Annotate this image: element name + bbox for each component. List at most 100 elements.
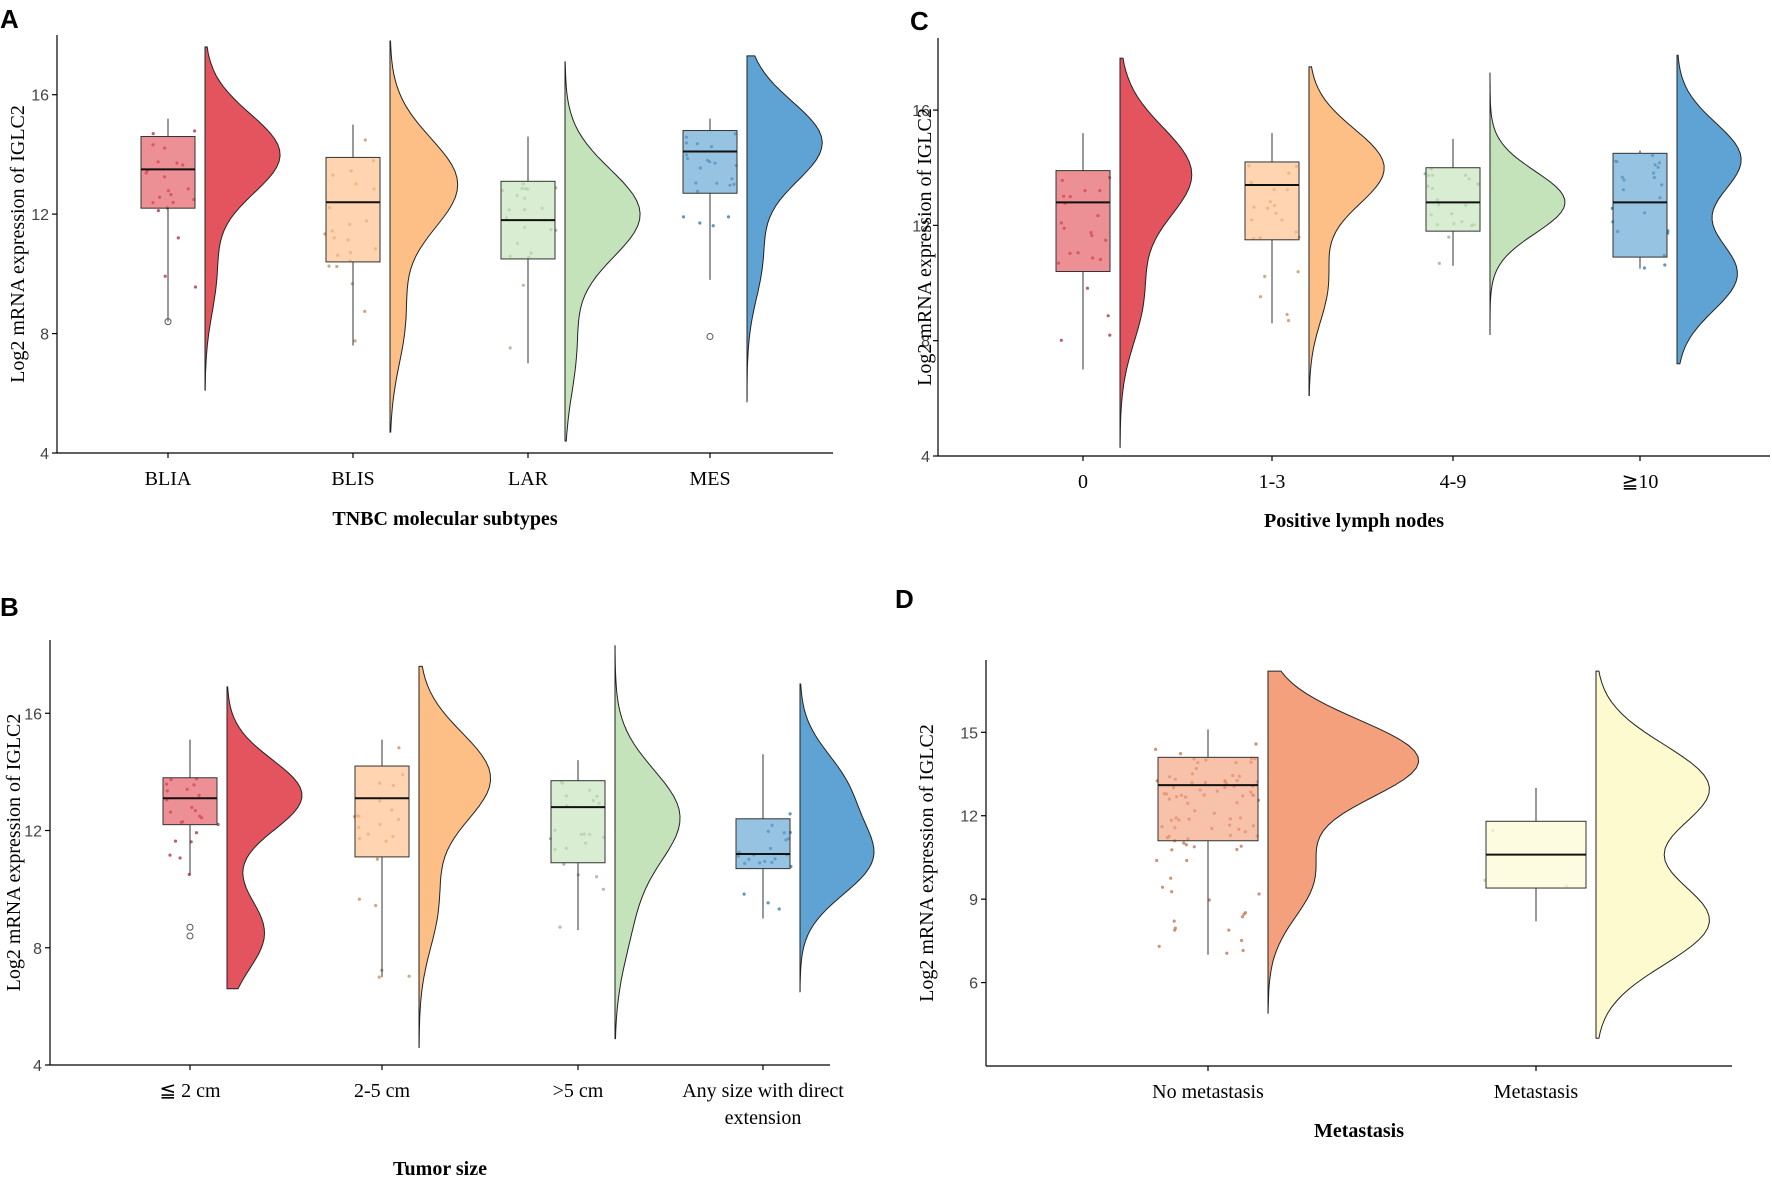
x-tick-label: LAR — [508, 468, 549, 490]
violin-density — [1119, 57, 1193, 449]
panel-letter: C — [910, 6, 929, 36]
y-tick-label: 9 — [969, 892, 978, 909]
data-point — [1170, 848, 1174, 852]
data-point — [193, 285, 198, 289]
x-tick-label: BLIS — [331, 468, 374, 490]
box-iqr — [1425, 167, 1481, 232]
data-point — [1085, 286, 1090, 290]
data-point — [777, 907, 781, 911]
x-axis-title: TNBC molecular subtypes — [332, 508, 557, 530]
data-point — [726, 215, 731, 219]
x-axis-title: Tumor size — [393, 1158, 487, 1180]
y-tick-label: 8 — [921, 334, 930, 351]
outlier-point — [164, 318, 172, 326]
x-tick-label: ≧10 — [1622, 471, 1659, 493]
violin-density — [1489, 72, 1566, 335]
violin-density — [226, 686, 303, 990]
outlier-point — [186, 932, 194, 940]
data-point — [1447, 235, 1451, 239]
box-iqr — [325, 156, 381, 263]
data-point — [193, 129, 197, 133]
violin-density — [1267, 670, 1420, 1014]
data-point — [1263, 274, 1267, 279]
data-point — [1154, 747, 1158, 752]
category-2: Metastasis — [1483, 670, 1710, 1103]
category-4: ≧10 — [1610, 54, 1742, 493]
x-tick-label: ≦ 2 cm — [159, 1080, 221, 1102]
x-tick-label: >5 cm — [553, 1080, 604, 1102]
data-point — [1254, 742, 1258, 746]
data-point — [1184, 843, 1188, 847]
panel-letter: D — [895, 584, 914, 614]
data-point — [1296, 270, 1300, 274]
x-tick-label: 1-3 — [1259, 471, 1286, 493]
data-point — [1240, 938, 1244, 943]
data-point — [151, 132, 155, 136]
panel-letter: B — [0, 592, 19, 622]
y-axis-title: Log2 mRNA expression of IGLC2 — [3, 714, 25, 992]
category-2: BLIS — [323, 40, 459, 490]
data-point — [1179, 752, 1183, 756]
data-point — [1642, 266, 1646, 270]
violin-density — [1308, 66, 1385, 397]
x-tick-label: MES — [689, 468, 730, 490]
data-point — [1257, 892, 1261, 896]
data-point — [1157, 944, 1161, 948]
y-tick-label: 12 — [912, 218, 930, 235]
y-tick-label: 15 — [960, 725, 978, 742]
data-point — [558, 925, 562, 929]
data-point — [397, 746, 401, 750]
data-point — [1170, 890, 1174, 894]
data-point — [711, 224, 715, 228]
data-point — [1155, 858, 1159, 863]
y-tick-label: 4 — [40, 446, 49, 463]
data-point — [562, 862, 566, 866]
box-iqr — [1055, 170, 1111, 273]
data-point — [1185, 858, 1189, 863]
category-1: ≦ 2 cm — [159, 686, 303, 1102]
y-tick-label: 16 — [912, 103, 930, 120]
data-point — [1108, 333, 1112, 337]
box-iqr — [550, 780, 606, 864]
x-tick-label: Any size with direct — [682, 1080, 844, 1102]
data-point — [335, 264, 339, 269]
violin-density — [204, 46, 281, 391]
box-iqr — [1612, 152, 1668, 258]
x-tick-label: 4-9 — [1440, 471, 1467, 493]
y-tick-label: 6 — [969, 976, 978, 993]
box-iqr — [735, 818, 791, 870]
category-1: No metastasis — [1152, 670, 1420, 1103]
box-iqr — [1157, 756, 1259, 842]
data-point — [377, 975, 381, 979]
data-point — [1240, 915, 1245, 919]
data-point — [374, 903, 378, 908]
data-point — [1239, 844, 1243, 848]
outlier-point — [706, 333, 714, 341]
y-axis-title: Log2 mRNA expression of IGLC2 — [914, 108, 936, 386]
y-tick-label: 4 — [921, 449, 930, 466]
y-tick-label: 12 — [31, 207, 49, 224]
data-point — [156, 209, 160, 213]
category-1: BLIA — [140, 46, 281, 490]
data-point — [1227, 928, 1231, 932]
data-point — [1182, 841, 1186, 845]
data-point — [178, 856, 182, 860]
data-point — [1235, 847, 1239, 852]
y-axis-title: Log2 mRNA expression of IGLC2 — [7, 105, 29, 383]
violin-density — [746, 55, 823, 403]
data-point — [1258, 295, 1263, 299]
category-3: LAR — [500, 61, 641, 490]
y-tick-label: 12 — [24, 824, 42, 841]
category-3: >5 cm — [548, 645, 681, 1102]
outlier-point — [186, 923, 194, 931]
data-point — [601, 887, 606, 891]
data-point — [595, 875, 599, 879]
y-tick-label: 8 — [33, 941, 42, 958]
violin-density — [1676, 54, 1742, 365]
violin-density — [1595, 670, 1710, 1039]
violin-density — [389, 40, 459, 433]
box-iqr — [162, 777, 218, 826]
